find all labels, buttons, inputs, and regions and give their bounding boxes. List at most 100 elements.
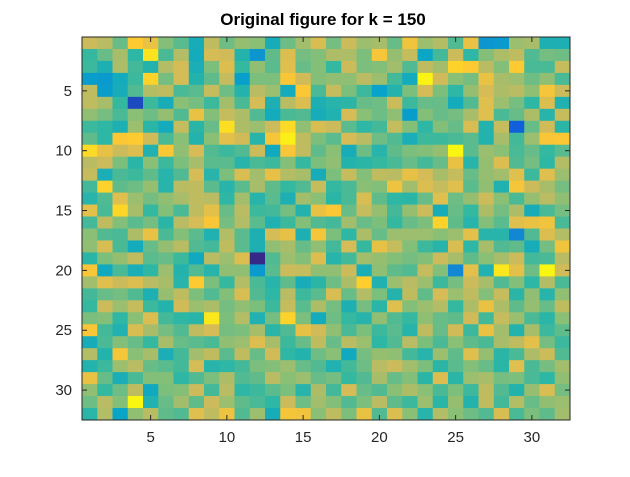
heatmap-cell: [219, 132, 235, 146]
heatmap-cell: [127, 204, 144, 217]
heatmap-cell: [554, 180, 571, 193]
heatmap-cell: [341, 228, 357, 241]
heatmap-cell: [265, 156, 281, 170]
heatmap-cell: [478, 252, 495, 265]
heatmap-cell: [280, 37, 296, 50]
heatmap-cell: [265, 72, 281, 86]
heatmap-cell: [188, 180, 205, 193]
heatmap-cell: [143, 96, 159, 110]
heatmap-cell: [371, 264, 388, 277]
heatmap-cell: [219, 408, 235, 421]
heatmap-cell: [188, 192, 205, 205]
heatmap-cell: [127, 324, 144, 337]
heatmap-cell: [173, 144, 190, 158]
heatmap-cell: [478, 216, 495, 229]
heatmap-cell: [341, 384, 357, 397]
heatmap-cell: [295, 384, 312, 397]
heatmap-cell: [448, 37, 464, 50]
heatmap-cell: [143, 60, 159, 74]
heatmap-cell: [249, 96, 266, 110]
heatmap-cell: [310, 144, 327, 158]
x-tick-label: 5: [146, 429, 154, 446]
heatmap-cell: [493, 72, 510, 86]
heatmap-cell: [448, 264, 464, 277]
heatmap-cell: [219, 108, 235, 122]
heatmap-cell: [371, 37, 388, 50]
heatmap-cell: [143, 372, 159, 385]
heatmap-cell: [265, 180, 281, 193]
heatmap-cell: [310, 288, 327, 301]
heatmap-cell: [417, 276, 434, 289]
heatmap-cell: [310, 216, 327, 229]
heatmap-cell: [387, 312, 403, 325]
heatmap-cell: [524, 48, 540, 62]
heatmap-cell: [463, 96, 479, 110]
heatmap-cell: [265, 252, 281, 265]
heatmap-cell: [493, 144, 510, 158]
heatmap-cell: [493, 252, 510, 265]
heatmap-cell: [402, 276, 418, 289]
heatmap-cell: [509, 168, 525, 182]
heatmap-cell: [326, 156, 342, 170]
heatmap-cell: [158, 108, 174, 122]
heatmap-cell: [173, 132, 190, 146]
heatmap-cell: [371, 108, 388, 122]
heatmap-cell: [478, 396, 495, 409]
heatmap-cell: [326, 288, 342, 301]
heatmap-cell: [341, 360, 357, 373]
heatmap-cell: [234, 108, 251, 122]
heatmap-cell: [234, 288, 251, 301]
heatmap-cell: [509, 108, 525, 122]
heatmap-cell: [463, 384, 479, 397]
x-tick-label: 25: [447, 429, 464, 446]
heatmap-cell: [265, 37, 281, 50]
heatmap-cell: [554, 60, 571, 74]
heatmap-cell: [509, 336, 525, 349]
heatmap-cell: [97, 324, 113, 337]
heatmap-cell: [234, 252, 251, 265]
heatmap-cell: [295, 96, 312, 110]
heatmap-cell: [249, 372, 266, 385]
heatmap-cell: [341, 372, 357, 385]
heatmap-cell: [432, 384, 449, 397]
heatmap-cell: [417, 228, 434, 241]
heatmap-cell: [432, 288, 449, 301]
heatmap-cell: [158, 408, 174, 421]
heatmap-cell: [265, 240, 281, 253]
heatmap-cell: [143, 156, 159, 170]
heatmap-cell: [112, 228, 129, 241]
heatmap-cell: [82, 312, 98, 325]
heatmap-cell: [371, 276, 388, 289]
heatmap-cell: [173, 396, 190, 409]
heatmap-cell: [509, 324, 525, 337]
heatmap-cell: [112, 288, 129, 301]
heatmap-cell: [158, 180, 174, 193]
heatmap-cell: [112, 348, 129, 361]
heatmap-cell: [249, 108, 266, 122]
heatmap-cell: [356, 180, 373, 193]
heatmap-cell: [265, 168, 281, 182]
heatmap-cell: [493, 204, 510, 217]
heatmap-cell: [265, 312, 281, 325]
heatmap-cell: [432, 108, 449, 122]
heatmap-cell: [371, 240, 388, 253]
heatmap-cell: [524, 108, 540, 122]
heatmap-cell: [341, 180, 357, 193]
heatmap-cell: [265, 288, 281, 301]
heatmap-cell: [265, 204, 281, 217]
heatmap-cell: [493, 192, 510, 205]
heatmap-cell: [326, 72, 342, 86]
heatmap-cell: [463, 180, 479, 193]
heatmap-cell: [97, 72, 113, 86]
heatmap-cell: [112, 396, 129, 409]
heatmap-cell: [265, 108, 281, 122]
heatmap-cell: [493, 372, 510, 385]
heatmap-cell: [417, 48, 434, 62]
heatmap-cell: [539, 288, 556, 301]
heatmap-cell: [295, 276, 312, 289]
heatmap-cell: [280, 96, 296, 110]
x-tick-label: 30: [524, 429, 541, 446]
heatmap-cell: [417, 312, 434, 325]
heatmap-cell: [432, 228, 449, 241]
heatmap-cell: [127, 192, 144, 205]
